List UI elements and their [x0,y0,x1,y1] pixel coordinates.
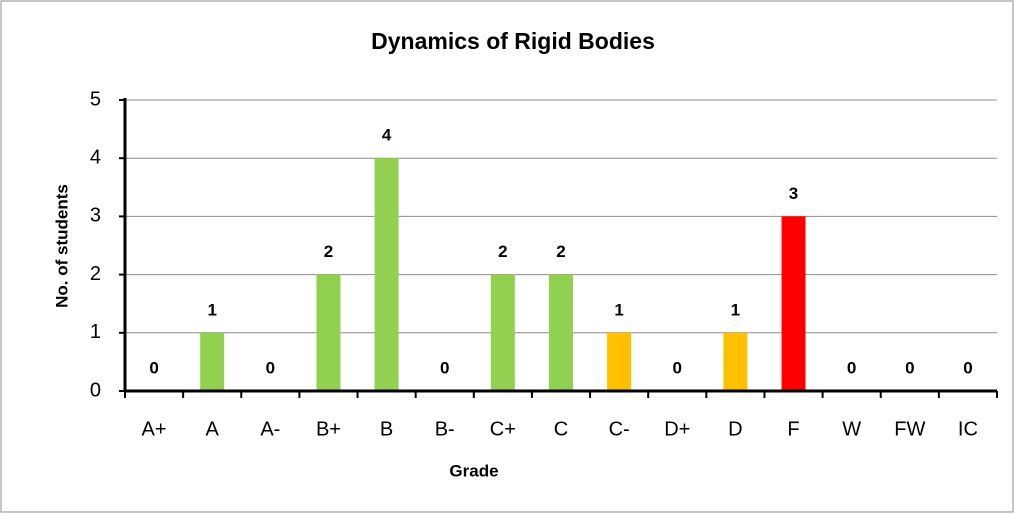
x-tick-label: F [787,418,799,440]
x-tick-label: W [842,418,861,440]
bar [490,274,515,391]
bar [723,332,748,391]
bar [549,274,573,391]
bar [607,332,632,391]
x-tick-label: B [380,418,393,440]
value-label: 0 [440,358,449,377]
value-label: 0 [963,358,972,377]
y-tick-label: 2 [90,263,101,285]
x-tick-label: A+ [142,418,167,440]
bar [374,158,399,391]
value-label: 0 [149,358,158,377]
value-label: 0 [905,358,914,377]
value-label: 0 [266,358,275,377]
x-tick-label: C [554,418,568,440]
chart-title: Dynamics of Rigid Bodies [371,28,655,54]
value-label: 1 [731,300,740,319]
x-tick-label: C+ [490,418,516,440]
x-tick-label: D+ [664,418,690,440]
x-tick-label: FW [894,418,925,440]
bar [316,274,341,391]
y-tick-label: 3 [90,205,101,227]
y-axis-label: No. of students [52,184,71,308]
value-label: 0 [847,358,856,377]
y-tick-label: 0 [90,379,101,401]
value-label: 4 [382,126,392,145]
value-label: 0 [673,358,682,377]
bar [200,332,225,391]
x-tick-label: B- [435,418,455,440]
value-label: 1 [614,300,623,319]
value-label: 2 [324,242,333,261]
x-axis-label: Grade [449,461,498,480]
value-label: 3 [789,184,798,203]
value-label: 2 [498,242,507,261]
x-tick-label: C- [609,418,630,440]
y-tick-label: 1 [90,321,101,343]
x-tick-label: A- [260,418,280,440]
bar [781,216,806,391]
y-tick-label: 4 [90,146,101,168]
x-tick-label: IC [958,418,978,440]
y-tick-label: 5 [90,88,101,110]
value-label: 2 [556,242,565,261]
value-label: 1 [207,300,216,319]
x-tick-label: D [728,418,742,440]
x-tick-label: B+ [316,418,341,440]
x-tick-label: A [206,418,220,440]
